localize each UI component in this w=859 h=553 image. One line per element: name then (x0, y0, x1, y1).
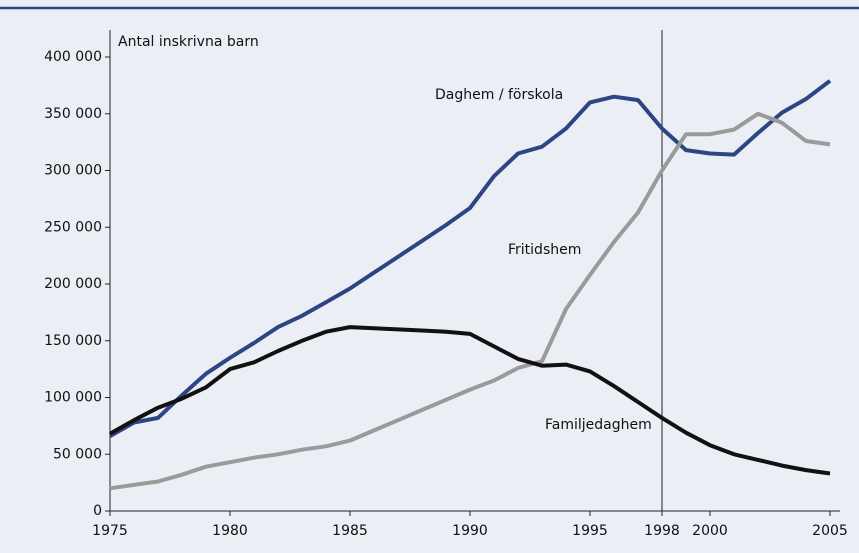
y-tick-label: 250 000 (44, 219, 102, 235)
series-line (109, 325, 831, 476)
x-tick-label: 1995 (572, 523, 608, 539)
x-tick-label: 1985 (332, 523, 368, 539)
x-tick-label: 1980 (212, 523, 248, 539)
series-label: Fritidshem (508, 242, 581, 258)
x-tick-label: 1990 (452, 523, 488, 539)
series-label: Daghem / förskola (435, 87, 563, 103)
series-label: Familjedaghem (545, 417, 652, 433)
x-tick-label: 1998 (644, 523, 680, 539)
x-tick-label: 2005 (812, 523, 848, 539)
y-tick-label: 350 000 (44, 106, 102, 122)
series-line (109, 111, 831, 491)
y-axis-label: Antal inskrivna barn (118, 34, 259, 50)
y-tick-label: 200 000 (44, 276, 102, 292)
y-tick-label: 0 (93, 503, 102, 519)
y-tick-label: 150 000 (44, 333, 102, 349)
x-tick-label: 2000 (692, 523, 728, 539)
y-tick-label: 50 000 (53, 446, 102, 462)
x-tick-label: 1975 (92, 523, 128, 539)
y-tick-label: 100 000 (44, 390, 102, 406)
y-tick-label: 300 000 (44, 163, 102, 179)
series-line (109, 79, 832, 438)
y-tick-label: 400 000 (44, 49, 102, 65)
